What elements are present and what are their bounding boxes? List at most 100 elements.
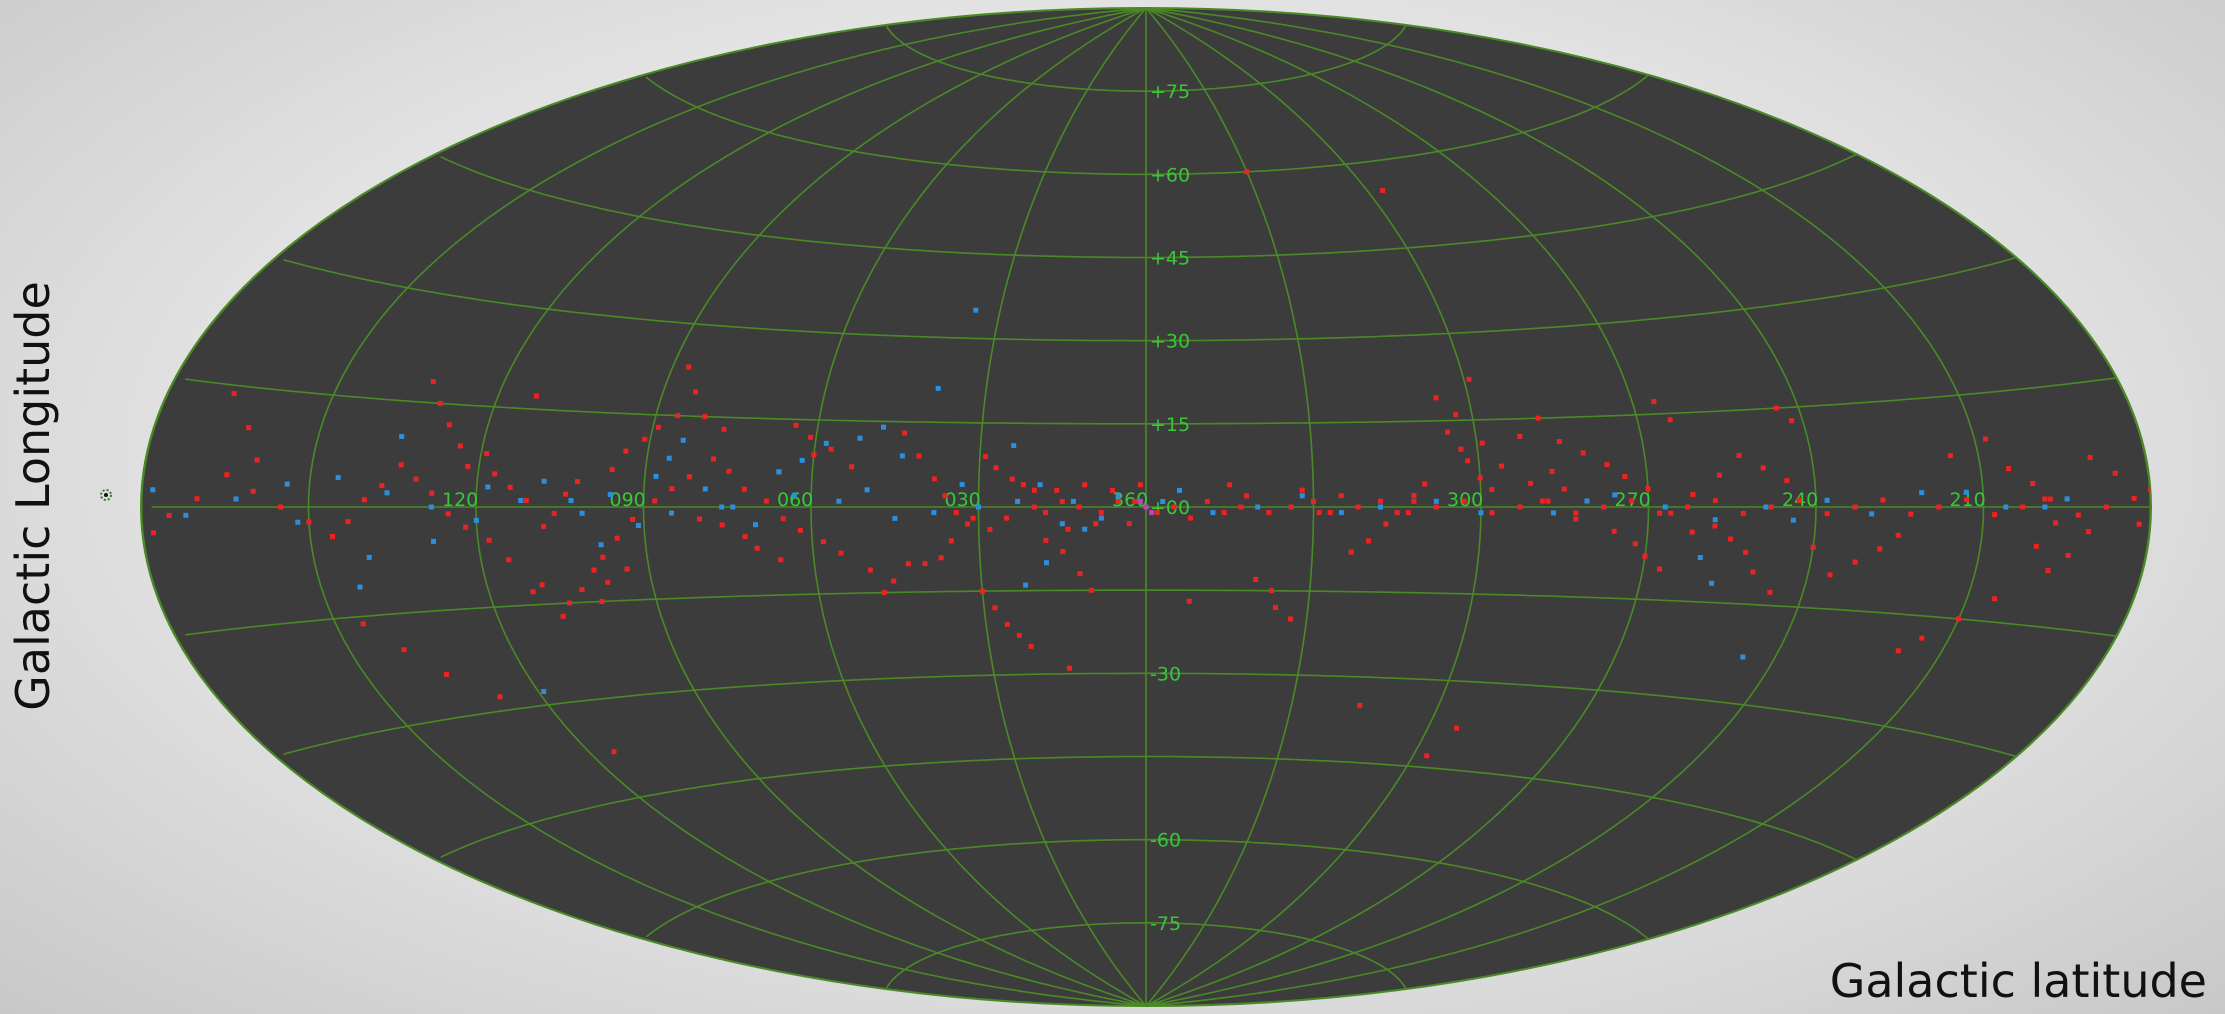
blue-point — [1378, 504, 1383, 510]
red-point — [1895, 648, 1901, 654]
blue-point — [776, 469, 782, 475]
red-point — [361, 497, 367, 503]
red-point — [413, 476, 419, 482]
red-point — [1629, 498, 1635, 504]
parallel-line — [440, 755, 1857, 861]
red-point — [1065, 526, 1071, 532]
red-point — [808, 434, 814, 440]
blue-point — [473, 517, 479, 523]
red-point — [2065, 553, 2071, 558]
red-point — [1059, 498, 1065, 504]
red-point — [1668, 510, 1674, 516]
red-point — [922, 561, 928, 567]
red-point — [446, 422, 452, 428]
red-point — [1115, 499, 1121, 504]
red-point — [530, 589, 536, 595]
red-point — [1767, 589, 1773, 595]
red-point — [797, 527, 803, 533]
blue-point — [702, 486, 708, 492]
red-point — [642, 436, 648, 442]
red-point — [1054, 487, 1060, 493]
red-point — [1477, 475, 1483, 481]
red-point — [1601, 504, 1607, 510]
red-point — [1016, 632, 1022, 638]
red-point — [457, 443, 463, 449]
parallel-line — [885, 24, 1407, 92]
red-point — [429, 490, 435, 496]
red-point — [2033, 543, 2039, 549]
red-point — [1077, 571, 1083, 577]
red-point — [539, 582, 545, 588]
blue-point — [399, 434, 405, 439]
red-point — [2147, 487, 2151, 493]
red-point — [567, 600, 572, 606]
red-point — [1186, 598, 1192, 604]
blue-point — [541, 689, 547, 694]
blue-point — [518, 498, 524, 503]
red-point — [675, 413, 681, 419]
blue-point — [730, 504, 736, 510]
red-point — [224, 472, 230, 478]
red-point — [763, 498, 769, 504]
red-point — [1273, 605, 1278, 610]
red-point — [1622, 474, 1628, 479]
red-point — [1060, 549, 1066, 554]
red-point — [1466, 376, 1472, 382]
red-point — [1453, 412, 1459, 418]
coordinate-grid — [141, 8, 2151, 1006]
red-point — [1740, 510, 1746, 516]
pole-marker-dot — [104, 493, 108, 497]
blue-point — [1210, 510, 1216, 516]
parallel-line — [440, 153, 1857, 259]
blue-point — [1478, 510, 1484, 516]
red-point — [1667, 417, 1673, 423]
red-point — [1528, 480, 1534, 486]
red-point — [1043, 537, 1049, 543]
red-point — [379, 483, 385, 489]
blue-point — [719, 504, 725, 510]
red-point — [1880, 497, 1886, 503]
red-point — [1009, 476, 1015, 482]
red-point — [1489, 510, 1495, 516]
blue-point — [1059, 521, 1065, 527]
blue-point — [666, 455, 672, 461]
red-point — [1743, 549, 1749, 555]
lat-tick-label: +00 — [1150, 497, 1190, 519]
blue-point — [2003, 504, 2009, 510]
blue-point — [823, 440, 829, 446]
red-point — [1454, 725, 1460, 731]
red-point — [579, 587, 585, 593]
red-point — [1657, 566, 1662, 572]
red-point — [523, 498, 529, 503]
magenta-point — [1149, 510, 1155, 515]
red-point — [1171, 504, 1177, 510]
blue-point — [931, 510, 937, 516]
red-point — [605, 579, 611, 585]
red-point — [780, 516, 786, 522]
lat-tick-label: -75 — [1150, 913, 1181, 935]
red-point — [1355, 504, 1361, 510]
red-point — [881, 590, 887, 596]
data-points — [150, 169, 2151, 759]
red-point — [2053, 520, 2059, 526]
blue-point — [284, 481, 290, 487]
red-point — [1266, 510, 1272, 516]
blue-point — [892, 515, 898, 521]
blue-point — [1709, 580, 1715, 586]
red-point — [624, 566, 630, 572]
blue-point — [485, 484, 491, 490]
red-point — [2042, 496, 2048, 502]
blue-point — [598, 542, 604, 548]
red-point — [1774, 405, 1779, 411]
parallel-line — [885, 921, 1407, 990]
red-point — [1716, 472, 1722, 478]
red-point — [600, 554, 606, 560]
red-point — [1422, 481, 1428, 487]
blue-point — [935, 385, 941, 391]
red-point — [1760, 465, 1766, 471]
red-point — [1992, 596, 1998, 602]
blue-point — [384, 490, 390, 496]
red-point — [891, 578, 897, 584]
blue-point — [976, 504, 981, 510]
red-point — [1690, 491, 1696, 497]
